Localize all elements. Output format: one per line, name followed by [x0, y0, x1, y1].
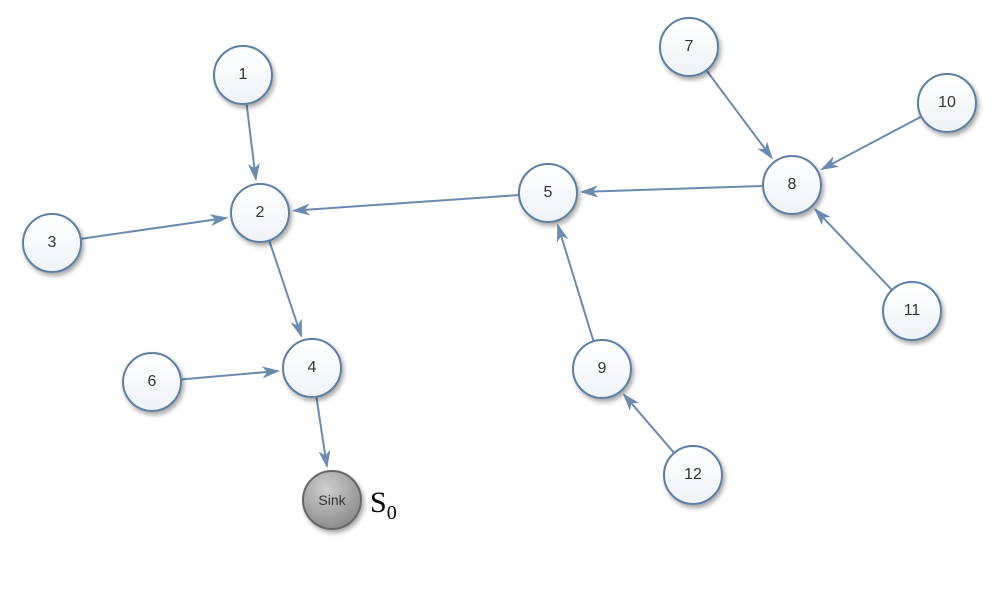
- node-label: 11: [904, 302, 921, 320]
- edge-n11-n8: [815, 210, 891, 290]
- node-label: 2: [256, 204, 265, 222]
- node-n2: 2: [230, 183, 290, 243]
- node-n10: 10: [917, 73, 977, 133]
- node-n12: 12: [663, 445, 723, 505]
- node-n8: 8: [762, 155, 822, 215]
- edge-n6-n4: [182, 371, 278, 379]
- edge-n12-n9: [624, 395, 673, 452]
- node-label: 6: [148, 373, 157, 391]
- edge-n7-n8: [707, 71, 772, 158]
- external-label-s0: S0: [370, 486, 397, 525]
- node-label: 7: [685, 38, 694, 56]
- edge-n3-n2: [82, 218, 227, 239]
- edge-n1-n2: [247, 105, 256, 180]
- node-n1: 1: [213, 45, 273, 105]
- node-n4: 4: [282, 338, 342, 398]
- node-label: 10: [938, 94, 956, 112]
- node-label: 9: [598, 360, 607, 378]
- edge-n10-n8: [822, 117, 920, 169]
- edge-n5-n2: [294, 195, 518, 211]
- edges-layer: [0, 0, 1000, 599]
- node-label: 12: [684, 466, 702, 484]
- node-label: 3: [48, 234, 57, 252]
- node-n7: 7: [659, 17, 719, 77]
- node-label: 5: [544, 184, 553, 202]
- node-n5: 5: [518, 163, 578, 223]
- edge-n4-sink: [317, 398, 327, 467]
- node-label: 1: [239, 66, 248, 84]
- node-n9: 9: [572, 339, 632, 399]
- edge-n8-n5: [582, 186, 762, 192]
- node-label: 8: [788, 176, 797, 194]
- node-sink: Sink: [302, 470, 362, 530]
- edge-n9-n5: [558, 226, 593, 341]
- node-label: Sink: [318, 492, 345, 508]
- edge-n2-n4: [270, 241, 302, 335]
- node-n6: 6: [122, 352, 182, 412]
- node-n11: 11: [882, 281, 942, 341]
- node-label: 4: [308, 359, 317, 377]
- node-n3: 3: [22, 213, 82, 273]
- diagram-canvas: 123456789101112Sink S0: [0, 0, 1000, 599]
